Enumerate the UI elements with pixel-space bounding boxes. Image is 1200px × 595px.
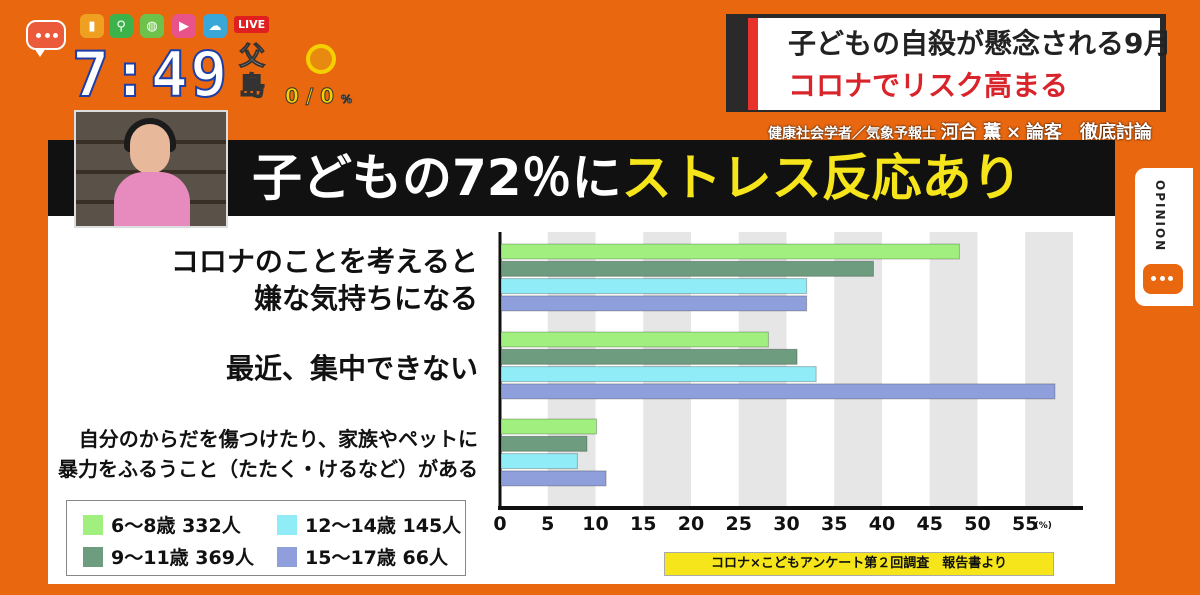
subcaption: 健康社会学者／気象予報士 河合 薫 × 論客 徹底討論 <box>768 118 1152 144</box>
legend-count: 332人 <box>182 515 241 537</box>
subcaption-rest: 論客 徹底討論 <box>1026 122 1152 143</box>
search-icon[interactable]: ⚲ <box>109 14 133 38</box>
clock-time: 7:49 <box>71 38 230 111</box>
headline-line1: 子どもの自殺が懸念される9月 <box>788 27 1172 60</box>
legend-item: 9～11歳 369人 <box>83 543 254 570</box>
comment-bubble-icon <box>1143 264 1183 294</box>
sun-icon <box>310 48 332 70</box>
globe-icon[interactable]: ◍ <box>140 14 164 38</box>
subcaption-connector: × <box>1006 122 1022 143</box>
legend-label: 15～17歳 <box>305 547 396 569</box>
x-tick-label: 35 <box>821 513 847 535</box>
bookmark-icon[interactable]: ▮ <box>80 14 104 38</box>
bar <box>500 295 808 312</box>
legend-item: 12～14歳 145人 <box>277 511 461 538</box>
bar <box>500 348 798 365</box>
bar <box>500 470 607 487</box>
weather-icon[interactable]: ☁ <box>203 14 227 38</box>
bar <box>500 418 597 435</box>
live-badge: LIVE <box>234 16 270 33</box>
x-tick-label: 0 <box>493 513 506 535</box>
legend-item: 6～8歳 332人 <box>83 511 241 538</box>
subcaption-role: 健康社会学者／気象予報士 <box>768 126 936 142</box>
legend-label: 12～14歳 <box>305 515 396 537</box>
legend-count: 145人 <box>402 515 462 537</box>
opinion-tab[interactable]: OPINION <box>1135 168 1193 306</box>
headline-box <box>750 18 1160 110</box>
x-tick-label: 15 <box>630 513 656 535</box>
legend: 6～8歳 332人 9～11歳 369人 12～14歳 145人 15～17歳 … <box>66 500 466 576</box>
bar <box>500 366 817 383</box>
x-tick-label: 20 <box>678 513 704 535</box>
grid-band <box>1025 232 1073 508</box>
bar <box>500 278 808 295</box>
bar <box>500 260 874 277</box>
grid-band <box>834 232 882 508</box>
legend-swatch <box>83 514 103 535</box>
x-tick-label: 50 <box>964 513 990 535</box>
speaker-face <box>130 124 170 174</box>
category-label-3: 自分のからだを傷つけたり、家族やペットに 暴力をふるうこと（たたく・けるなど）が… <box>58 427 478 481</box>
precip-am: 0 <box>285 84 300 109</box>
speaker-body <box>114 172 190 226</box>
comment-icon[interactable] <box>26 20 66 57</box>
bar <box>500 383 1056 400</box>
bar <box>500 331 769 348</box>
weather-location: 父島 <box>238 42 265 103</box>
legend-swatch <box>277 546 297 567</box>
legend-label: 9～11歳 <box>111 547 189 569</box>
category-label-1: コロナのことを考えると 嫌な気持ちになる <box>170 245 478 315</box>
opinion-label: OPINION <box>1153 180 1167 253</box>
x-tick-label: 45 <box>917 513 943 535</box>
slide-title-yellow: ストレス反応あり <box>621 149 1022 207</box>
bar <box>500 453 578 470</box>
x-tick-label: 40 <box>869 513 895 535</box>
headline-line2: コロナでリスク高まる <box>788 69 1069 102</box>
x-tick-label: 10 <box>582 513 608 535</box>
subcaption-name: 河合 薫 <box>940 122 1002 143</box>
legend-count: 66人 <box>402 547 448 569</box>
slide-title: 子どもの72％にストレス反応あり <box>252 144 1022 212</box>
legend-swatch <box>83 546 103 567</box>
x-axis-unit: (%) <box>1035 521 1052 531</box>
play-icon[interactable]: ▶ <box>172 14 196 38</box>
legend-count: 369人 <box>195 547 254 569</box>
legend-swatch <box>277 514 297 535</box>
headline-accent <box>748 18 758 110</box>
precip-pm: 0 <box>320 84 335 109</box>
slide-title-white: 子どもの72％に <box>252 149 622 207</box>
grid-band <box>929 232 978 508</box>
legend-label: 6～8歳 <box>111 515 176 537</box>
speaker-video <box>74 110 228 228</box>
source-note: コロナ×こどもアンケート第２回調査 報告書より <box>664 552 1054 576</box>
bar <box>500 435 588 452</box>
precipitation: 0 / 0 % <box>285 84 353 109</box>
category-label-2: 最近、集中できない <box>225 352 478 385</box>
x-tick-label: 55 <box>1012 513 1038 535</box>
precip-unit: % <box>341 93 353 107</box>
legend-item: 15～17歳 66人 <box>277 543 448 570</box>
x-tick-label: 5 <box>541 513 554 535</box>
x-tick-label: 30 <box>773 513 799 535</box>
bar <box>500 243 960 260</box>
x-tick-label: 25 <box>726 513 752 535</box>
